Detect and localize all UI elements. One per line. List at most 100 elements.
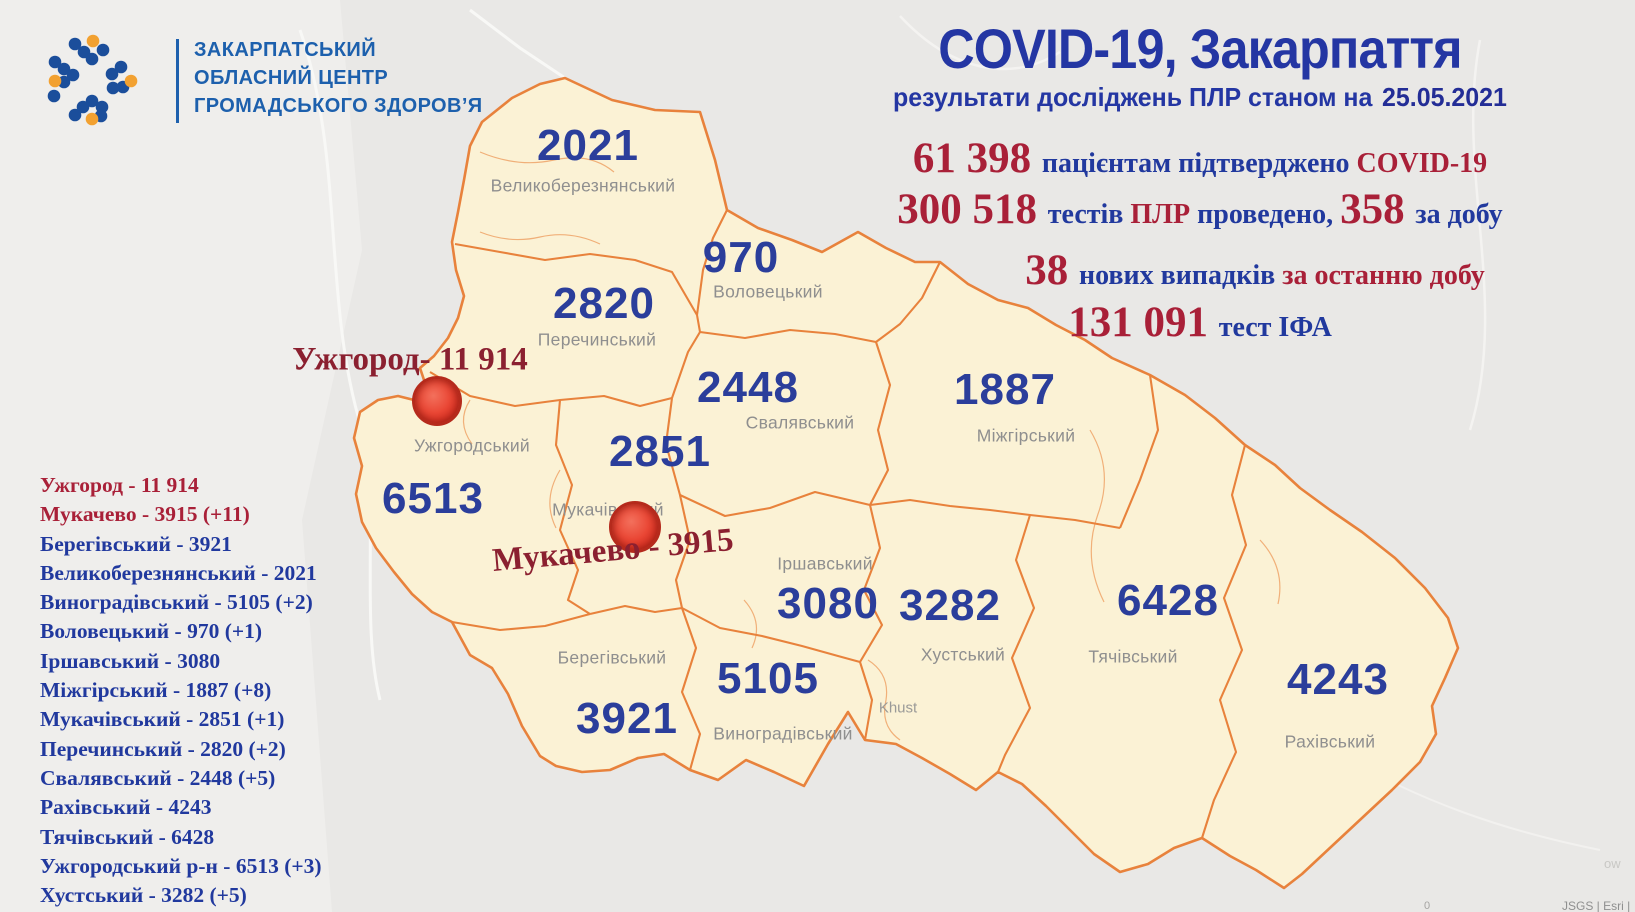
terrain-line xyxy=(899,15,1487,431)
district-value-label: 970 xyxy=(702,233,780,282)
stat-line: 300 518 тестів ПЛР проведено, 358 за доб… xyxy=(850,185,1550,234)
district-name-label: Воловецький xyxy=(713,281,823,302)
org-name-line: ЗАКАРПАТСЬКИЙ xyxy=(194,39,376,61)
map-corner-text: ow xyxy=(1604,856,1621,871)
stat-segment: 131 091 xyxy=(1068,299,1219,346)
case-list-item: Перечинський - 2820 (+2) xyxy=(40,736,286,761)
case-list-item: Мукачівський - 2851 (+1) xyxy=(40,707,285,732)
logo-dot xyxy=(105,67,119,81)
district-name-label: Хустський xyxy=(920,644,1006,665)
stat-segment: COVID-19 xyxy=(1356,148,1488,179)
stat-line: 61 398 пацієнтам підтверджено COVID-19 xyxy=(850,134,1550,183)
logo-dot xyxy=(47,89,61,103)
country-border-line xyxy=(469,8,566,80)
organization-logo: ЗАКАРПАТСЬКИЙ ОБЛАСНИЙ ЦЕНТР ГРОМАДСЬКОГ… xyxy=(24,12,584,127)
district-value-label: 2851 xyxy=(609,427,711,476)
stat-segment: пацієнтам підтверджено xyxy=(1041,148,1357,179)
district-value-label: 2021 xyxy=(537,121,639,170)
district-name-label: Виноградівський xyxy=(713,723,853,744)
minor-borders xyxy=(462,151,1281,741)
stat-segment: нових випадків xyxy=(1078,260,1283,291)
case-list-item: Тячівський - 6428 xyxy=(40,824,215,849)
district-name-label: Перечинський xyxy=(537,329,657,350)
district-name-label: Свалявський xyxy=(745,412,855,433)
city-marker xyxy=(412,376,462,426)
stats-block: 61 398 пацієнтам підтверджено COVID-19 30… xyxy=(850,0,1550,360)
district-value-label: 1887 xyxy=(954,365,1056,414)
case-list-item: Хустський - 3282 (+5) xyxy=(40,883,247,908)
stat-segment: за останню добу xyxy=(1282,260,1485,291)
case-list-item: Берегівський - 3921 xyxy=(40,531,232,556)
subtitle-text: результати досліджень ПЛР станом на xyxy=(893,82,1373,112)
district-name-label: Тячівський xyxy=(1088,646,1178,667)
map-background-west xyxy=(0,0,362,912)
city-case-label: Ужгород- 11 914 xyxy=(292,341,528,378)
district-value-label: 2820 xyxy=(553,279,655,328)
logo-dots-icon xyxy=(47,34,138,126)
case-list-item: Свалявський - 2448 (+5) xyxy=(40,765,276,790)
logo-dot xyxy=(106,81,120,95)
district-value-label: 2448 xyxy=(697,363,799,412)
district-name-label: Іршавський xyxy=(777,553,873,574)
logo-dot xyxy=(68,108,82,122)
case-list-item: Міжгірський - 1887 (+8) xyxy=(40,678,272,703)
district-name-label: Великоберезнянський xyxy=(490,175,676,196)
case-list-item: Воловецький - 970 (+1) xyxy=(40,619,263,644)
stat-line: 38 нових випадків за останню добу xyxy=(850,246,1550,295)
logo-divider xyxy=(176,39,179,123)
stat-segment: за добу xyxy=(1415,199,1503,230)
stat-segment: 300 518 xyxy=(897,186,1048,233)
district-value-label: 3080 xyxy=(777,579,879,628)
city-marker xyxy=(609,501,661,553)
district-borders xyxy=(429,209,1248,839)
logo-dot xyxy=(96,43,110,57)
district-value-label: 6428 xyxy=(1117,576,1219,625)
case-list-item: Великоберезнянський - 2021 xyxy=(40,560,317,585)
case-list-item: Іршавський - 3080 xyxy=(40,648,221,673)
case-list-item: Виноградівський - 5105 (+2) xyxy=(40,590,313,615)
stat-segment: тест ІФА xyxy=(1218,312,1332,343)
logo-dot xyxy=(85,52,99,66)
district-value-label: 6513 xyxy=(382,474,484,523)
logo-dot xyxy=(114,60,128,74)
district-case-list: Ужгород - 11 914 Мукачево - 3915 (+11) Бер… xyxy=(40,471,322,910)
page-subtitle: результати досліджень ПЛР станом на 25.05… xyxy=(864,82,1536,113)
district-name-label: Ужгородський xyxy=(414,435,530,456)
district-value-label: 4243 xyxy=(1287,655,1389,704)
logo-dot xyxy=(86,34,100,48)
map-scale-text: 0 xyxy=(1424,900,1431,912)
stat-segment: 38 xyxy=(1025,247,1079,294)
case-list-item: Ужгород - 11 914 xyxy=(40,473,199,497)
stat-line: 131 091 тест ІФА xyxy=(850,298,1550,347)
org-name-line: ГРОМАДСЬКОГО ЗДОРОВ’Я xyxy=(194,95,483,117)
district-value-label: 3282 xyxy=(899,581,1001,630)
district-name-label: Берегівський xyxy=(557,647,667,668)
country-border-line xyxy=(298,29,382,701)
stat-segment: 61 398 xyxy=(912,135,1042,182)
case-list-item: Рахівський - 4243 xyxy=(40,795,212,820)
case-list-item: Ужгородський р-н - 6513 (+3) xyxy=(40,853,322,878)
stat-segment: проведено, xyxy=(1197,199,1341,230)
logo-dot xyxy=(68,37,82,51)
logo-dot xyxy=(48,55,62,69)
logo-dot xyxy=(85,112,99,126)
stat-segment: ПЛР xyxy=(1130,199,1198,230)
logo-dot xyxy=(66,68,80,82)
logo-dot xyxy=(85,94,99,108)
logo-dot xyxy=(48,74,62,88)
page-title: COVID-19, Закарпаття xyxy=(938,17,1462,80)
organization-name: ЗАКАРПАТСЬКИЙ ОБЛАСНИЙ ЦЕНТР ГРОМАДСЬКОГ… xyxy=(194,36,483,120)
org-name-line: ОБЛАСНИЙ ЦЕНТР xyxy=(194,67,389,89)
district-value-label: 5105 xyxy=(717,654,819,703)
district-name-label: Міжгірський xyxy=(976,425,1076,446)
district-name-label: Рахівський xyxy=(1284,731,1376,752)
district-value-label: 3921 xyxy=(576,694,678,743)
map-attribution: JSGS | Esri | xyxy=(1562,899,1631,912)
logo-dot xyxy=(57,62,71,76)
logo-dot xyxy=(124,74,138,88)
town-label-khust: Khust xyxy=(878,699,918,717)
case-list-item: Мукачево - 3915 (+11) xyxy=(40,502,250,527)
stat-segment: тестів xyxy=(1047,199,1131,230)
